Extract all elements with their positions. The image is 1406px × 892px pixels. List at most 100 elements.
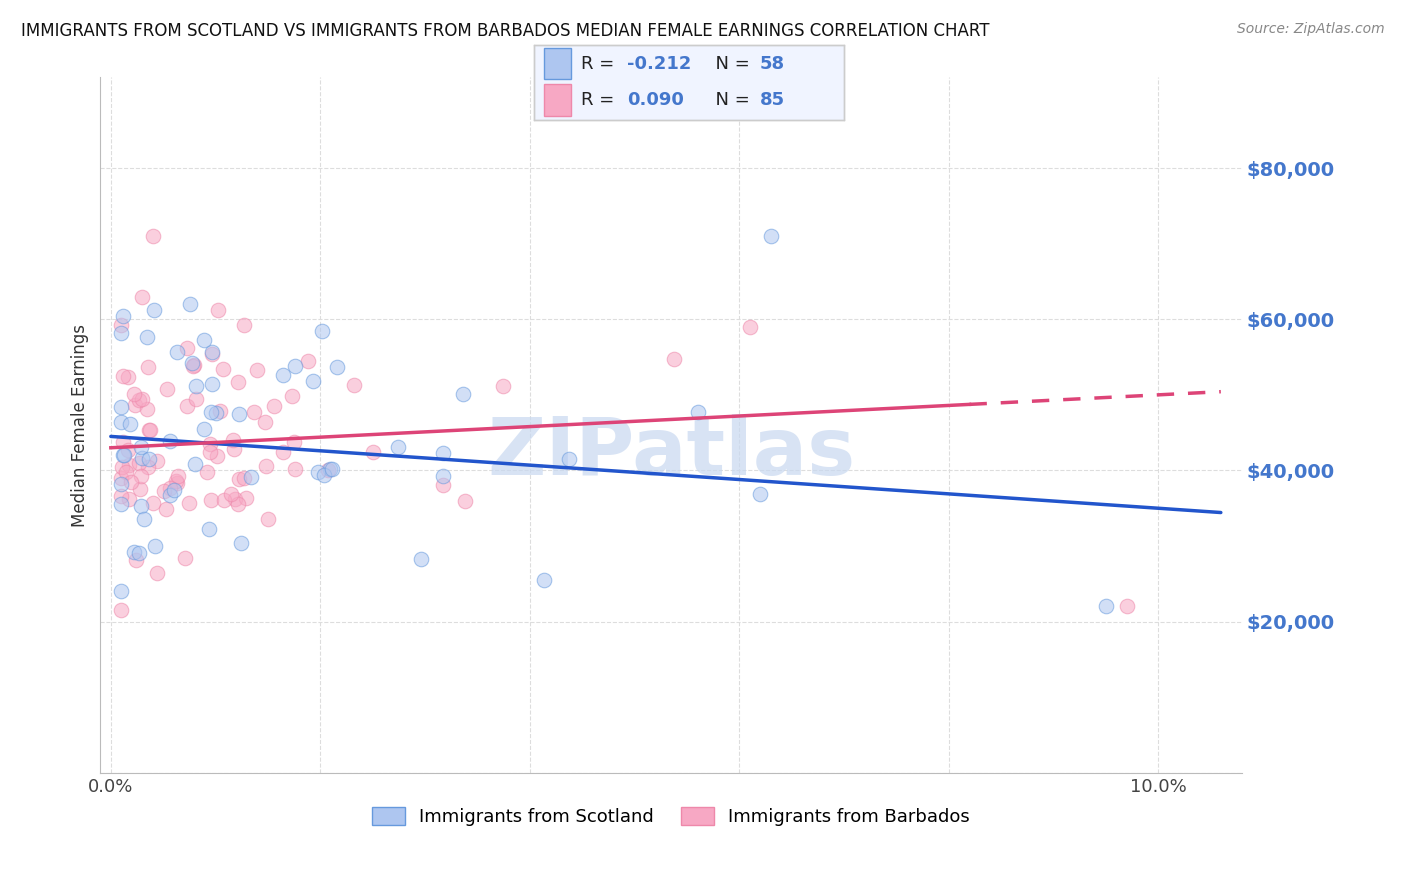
Point — [228, 472, 250, 486]
Point — [129, 482, 152, 496]
Point — [198, 444, 221, 458]
Point — [136, 401, 159, 416]
Point — [179, 495, 201, 509]
Point — [143, 539, 166, 553]
Point — [326, 360, 349, 375]
Point — [125, 553, 148, 567]
Point — [212, 362, 235, 376]
Point — [183, 358, 205, 372]
Point — [111, 435, 134, 450]
Point — [111, 459, 134, 474]
Point — [138, 423, 160, 437]
Point — [312, 467, 335, 482]
Point — [110, 415, 132, 429]
Text: -0.212: -0.212 — [627, 54, 692, 72]
Point — [284, 359, 307, 373]
Point — [228, 408, 250, 422]
Point — [311, 324, 333, 338]
Point — [155, 502, 177, 516]
Point — [110, 603, 132, 617]
Point — [110, 470, 132, 484]
Text: N =: N = — [704, 54, 756, 72]
Point — [201, 377, 224, 392]
Point — [136, 460, 159, 475]
Point — [186, 379, 208, 393]
Point — [124, 398, 146, 412]
Point — [167, 469, 190, 483]
Point — [131, 450, 153, 465]
Point — [235, 491, 257, 505]
Point — [361, 445, 384, 459]
Point — [193, 422, 215, 436]
Point — [134, 512, 156, 526]
Point — [159, 488, 181, 502]
Point — [273, 368, 295, 382]
Point — [271, 444, 294, 458]
Point — [198, 523, 221, 537]
Point — [200, 492, 222, 507]
Point — [136, 330, 159, 344]
Point — [184, 392, 207, 406]
Point — [321, 462, 343, 476]
Point — [110, 400, 132, 414]
Point — [432, 469, 454, 483]
Point — [219, 487, 242, 501]
Point — [253, 415, 276, 429]
Text: R =: R = — [581, 91, 620, 109]
Point — [242, 405, 264, 419]
Text: IMMIGRANTS FROM SCOTLAND VS IMMIGRANTS FROM BARBADOS MEDIAN FEMALE EARNINGS CORR: IMMIGRANTS FROM SCOTLAND VS IMMIGRANTS F… — [21, 22, 990, 40]
Point — [139, 423, 162, 437]
Point — [111, 368, 134, 383]
Point — [129, 440, 152, 454]
Point — [212, 493, 235, 508]
Point — [283, 434, 305, 449]
Point — [110, 326, 132, 340]
Point — [110, 318, 132, 332]
Point — [145, 453, 167, 467]
Point — [451, 387, 474, 401]
Point — [432, 445, 454, 459]
Bar — [544, 47, 571, 79]
Text: Source: ZipAtlas.com: Source: ZipAtlas.com — [1237, 22, 1385, 37]
Y-axis label: Median Female Earnings: Median Female Earnings — [72, 324, 89, 526]
Point — [138, 451, 160, 466]
Point — [204, 406, 226, 420]
Point — [738, 319, 761, 334]
Point — [318, 463, 340, 477]
Text: 58: 58 — [761, 54, 785, 72]
Point — [256, 511, 278, 525]
Point — [209, 404, 232, 418]
Point — [492, 379, 515, 393]
Point — [319, 462, 342, 476]
Point — [533, 573, 555, 587]
Point — [1094, 599, 1116, 614]
Text: R =: R = — [581, 54, 620, 72]
Point — [136, 359, 159, 374]
Point — [343, 377, 366, 392]
Point — [240, 470, 263, 484]
Point — [411, 552, 433, 566]
Point — [195, 465, 218, 479]
Point — [200, 437, 222, 451]
Point — [226, 496, 249, 510]
Point — [232, 318, 254, 332]
Point — [124, 387, 146, 401]
Point — [143, 302, 166, 317]
Point — [749, 487, 772, 501]
Point — [205, 450, 228, 464]
Point — [283, 462, 305, 476]
Point — [759, 229, 782, 244]
Text: 0.090: 0.090 — [627, 91, 683, 109]
Point — [117, 443, 139, 458]
Point — [254, 458, 277, 473]
Point — [131, 290, 153, 304]
Point — [201, 345, 224, 359]
Point — [129, 500, 152, 514]
Point — [117, 369, 139, 384]
Point — [200, 347, 222, 361]
Point — [245, 363, 267, 377]
Point — [207, 303, 229, 318]
Point — [193, 333, 215, 347]
Point — [297, 354, 319, 368]
Point — [387, 440, 409, 454]
